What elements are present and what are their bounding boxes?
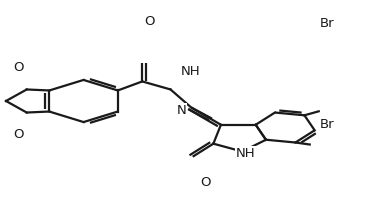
Text: O: O [14,61,24,74]
Text: NH: NH [236,147,256,160]
Text: O: O [201,176,211,189]
Text: O: O [144,15,155,28]
Text: N: N [177,104,187,117]
Text: Br: Br [320,118,335,130]
Text: Br: Br [320,17,335,30]
Text: O: O [14,128,24,141]
Text: NH: NH [181,65,200,78]
